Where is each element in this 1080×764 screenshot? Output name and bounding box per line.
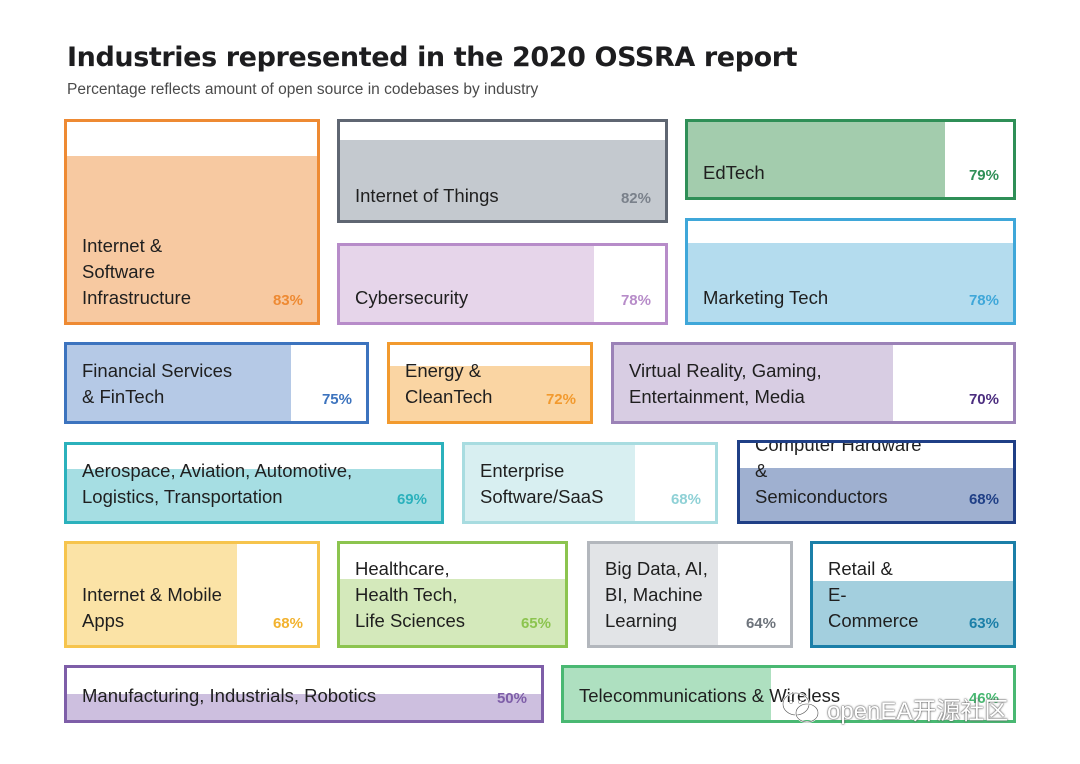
tile-fill: [813, 581, 1013, 645]
watermark: openEA开源社区: [781, 690, 1008, 726]
tile-label: Aerospace, Aviation, Automotive, Logisti…: [82, 460, 353, 507]
tile-percentage: 65%: [520, 615, 551, 632]
tile-percentage: 72%: [545, 391, 576, 408]
tile-7: Virtual Reality, Gaming, Entertainment, …: [611, 342, 1016, 424]
tile-1: Internet of Things 82%: [337, 119, 668, 223]
tile-2: EdTech 79%: [685, 119, 1016, 200]
tile-percentage: 75%: [321, 391, 352, 408]
tile-percentage: 79%: [968, 167, 999, 184]
tile-9: Enterprise Software/SaaS 68%: [462, 442, 718, 524]
wechat-icon: [782, 692, 819, 723]
tile-fill: [614, 345, 894, 421]
tile-11: Internet & Mobile Apps 68%: [64, 541, 320, 648]
tile-label: Virtual Reality, Gaming, Entertainment, …: [629, 360, 822, 407]
tile-percentage: 50%: [496, 690, 527, 707]
tile-fill: [67, 345, 292, 421]
tile-percentage: 78%: [968, 292, 999, 309]
tile-percentage: 78%: [620, 292, 651, 309]
tile-label: Internet & Mobile Apps: [82, 584, 222, 631]
tile-percentage: 69%: [396, 491, 427, 508]
tile-fill: [465, 445, 635, 521]
watermark-text: openEA开源社区: [827, 697, 1009, 725]
tile-fill: [67, 156, 317, 322]
tile-12: Healthcare, Health Tech, Life Sciences 65…: [337, 541, 568, 648]
tile-label: Healthcare, Health Tech, Life Sciences: [355, 558, 466, 631]
tile-fill: [340, 139, 665, 220]
tile-percentage: 83%: [272, 292, 303, 309]
tile-fill: [67, 544, 237, 645]
tile-fill: [590, 544, 718, 645]
tile-0: Internet & Software Infrastructure 83%: [64, 119, 320, 325]
chart-subtitle: Percentage reflects amount of open sourc…: [67, 81, 539, 98]
tile-label: Big Data, AI, BI, Machine Learning: [605, 558, 708, 631]
tile-percentage: 68%: [968, 491, 999, 508]
tile-fill: [740, 467, 1013, 521]
tile-label: Enterprise Software/SaaS: [480, 460, 604, 507]
chart-title: Industries represented in the 2020 OSSRA…: [67, 42, 798, 73]
tile-percentage: 82%: [620, 190, 651, 207]
tile-fill: [688, 122, 945, 197]
tile-fill: [67, 468, 441, 521]
tile-15: Manufacturing, Industrials, Robotics 50%: [64, 665, 544, 723]
tile-percentage: 63%: [968, 615, 999, 632]
tile-label: Retail & E-Commerce: [828, 558, 919, 631]
tile-4: Marketing Tech 78%: [685, 218, 1016, 325]
tile-fill: [67, 694, 541, 720]
tile-10: Computer Hardware & Semiconductors 68%: [737, 440, 1016, 524]
tile-label: Financial Services & FinTech: [82, 360, 233, 407]
tile-6: Energy & CleanTech 72%: [387, 342, 593, 424]
tile-label: Cybersecurity: [355, 287, 469, 308]
tile-label: Marketing Tech: [703, 287, 829, 308]
tile-label: Energy & CleanTech: [405, 360, 493, 407]
tile-fill: [390, 366, 590, 421]
tile-label: Manufacturing, Industrials, Robotics: [82, 685, 377, 706]
tile-13: Big Data, AI, BI, Machine Learning 64%: [587, 541, 793, 648]
tile-percentage: 68%: [272, 615, 303, 632]
tile-percentage: 64%: [745, 615, 776, 632]
tile-14: Retail & E-Commerce 63%: [810, 541, 1016, 648]
tile-fill: [340, 579, 565, 645]
tile-fill: [340, 246, 594, 322]
tile-label: Telecommunications & Wireless: [579, 685, 841, 706]
tile-fill: [688, 243, 1013, 322]
tile-8: Aerospace, Aviation, Automotive, Logisti…: [64, 442, 444, 524]
tile-fill: [564, 668, 771, 720]
tile-percentage: 68%: [670, 491, 701, 508]
tile-label: Computer Hardware & Semiconductors: [755, 440, 922, 507]
tile-label: EdTech: [703, 162, 765, 183]
tile-3: Cybersecurity 78%: [337, 243, 668, 325]
tile-label: Internet & Software Infrastructure: [82, 235, 191, 308]
tile-percentage: 46%: [968, 690, 999, 707]
tile-percentage: 70%: [968, 391, 999, 408]
tile-label: Internet of Things: [355, 185, 499, 206]
tile-5: Financial Services & FinTech 75%: [64, 342, 369, 424]
